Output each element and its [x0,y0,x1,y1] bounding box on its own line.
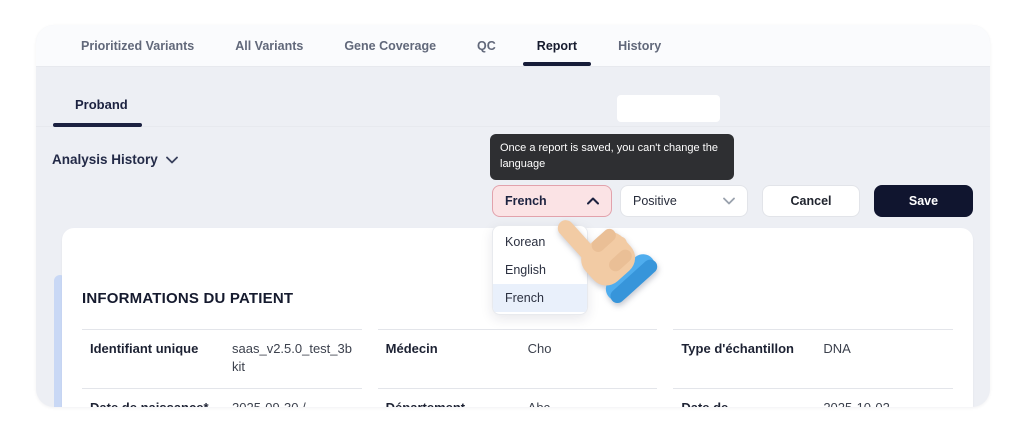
main-tab-bar: Prioritized Variants All Variants Gene C… [36,25,990,67]
field-label: Date de [681,399,823,407]
menu-item-english[interactable]: English [505,263,546,277]
table-cell: Date de 2025-10-02 [673,388,953,407]
tab-gene-coverage[interactable]: Gene Coverage [344,38,437,53]
field-value: Abc [528,399,550,407]
tab-prioritized-variants[interactable]: Prioritized Variants [81,38,195,53]
field-value: 2025-09-30 / [232,399,306,407]
tab-history[interactable]: History [618,38,662,53]
menu-item-french[interactable]: French [493,284,587,312]
field-value: 2025-10-02 [823,399,890,407]
table-cell: Médecin Cho [377,329,658,388]
field-label: Type d'échantillon [681,341,794,356]
blank-panel [617,95,720,122]
field-label: Département [386,399,528,407]
field-value: Cho [527,341,552,356]
proband-active-underline [53,123,142,127]
language-select[interactable]: French [492,185,612,217]
language-lock-tooltip: Once a report is saved, you can't change… [490,134,734,180]
chevron-down-icon [165,156,178,163]
field-label: Identifiant unique [90,341,199,356]
result-select-value: Positive [633,194,677,208]
field-value: saas_v2.5.0_test_3b kit [232,341,352,375]
tab-proband[interactable]: Proband [75,97,128,112]
tab-qc[interactable]: QC [477,38,496,53]
report-panel: Prioritized Variants All Variants Gene C… [36,25,990,407]
analysis-history-label: Analysis History [52,152,158,167]
field-value: DNA [823,341,851,356]
table-cell: Type d'échantillon DNA [673,329,953,388]
subtab-divider [36,126,990,127]
language-select-value: French [505,194,547,208]
table-cell: Identifiant unique saas_v2.5.0_test_3b k… [82,329,362,388]
result-select[interactable]: Positive [620,185,748,217]
cancel-button[interactable]: Cancel [762,185,860,217]
save-button[interactable]: Save [874,185,973,217]
tab-all-variants[interactable]: All Variants [235,38,304,53]
chevron-up-icon [587,197,599,205]
analysis-history-toggle[interactable]: Analysis History [52,152,178,167]
table-cell: Département Abc [377,388,658,407]
tab-report[interactable]: Report [522,25,592,66]
chevron-down-icon [723,197,735,205]
field-label: Médecin [385,341,438,356]
language-menu: Korean English French [492,225,588,315]
patient-info-table: Identifiant unique saas_v2.5.0_test_3b k… [82,329,953,407]
table-cell: Date de naissance* 2025-09-30 / [82,388,362,407]
field-label: Date de naissance* [90,399,232,407]
patient-info-title: INFORMATIONS DU PATIENT [82,290,294,307]
patient-info-card: INFORMATIONS DU PATIENT Identifiant uniq… [62,228,973,407]
menu-item-korean[interactable]: Korean [505,235,546,249]
